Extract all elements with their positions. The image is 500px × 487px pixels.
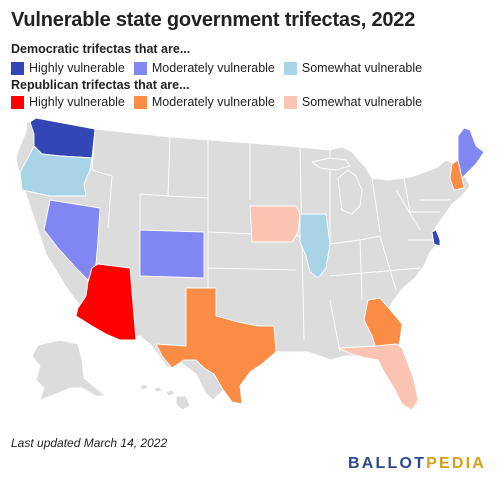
state-texas bbox=[155, 287, 277, 405]
legend-heading-democratic: Democratic trifectas that are... bbox=[11, 42, 191, 56]
state-maine bbox=[457, 127, 485, 179]
legend-item-rep-highly: Highly vulnerable bbox=[11, 95, 125, 109]
legend-label: Highly vulnerable bbox=[29, 61, 125, 75]
ballotpedia-logo: BALLOTPEDIA bbox=[348, 455, 486, 473]
legend-label: Moderately vulnerable bbox=[151, 95, 275, 109]
state-michigan-upper bbox=[311, 157, 351, 171]
state-hawaii bbox=[139, 383, 191, 411]
legend-heading-republican: Republican trifectas that are... bbox=[11, 78, 190, 92]
state-illinois bbox=[299, 213, 331, 279]
us-map bbox=[0, 117, 500, 423]
legend-label: Somewhat vulnerable bbox=[301, 61, 423, 75]
legend-swatch bbox=[283, 61, 297, 75]
highlighted-states bbox=[19, 117, 485, 411]
legend-label: Moderately vulnerable bbox=[151, 61, 275, 75]
last-updated-text: Last updated March 14, 2022 bbox=[11, 436, 168, 450]
legend-republican: Highly vulnerable Moderately vulnerable … bbox=[11, 95, 431, 109]
state-oregon bbox=[19, 145, 93, 197]
legend-item-dem-highly: Highly vulnerable bbox=[11, 61, 125, 75]
legend-item-dem-moderately: Moderately vulnerable bbox=[133, 61, 275, 75]
state-florida bbox=[337, 343, 419, 411]
state-colorado bbox=[139, 229, 205, 279]
legend-swatch bbox=[283, 95, 297, 109]
legend-democratic: Highly vulnerable Moderately vulnerable … bbox=[11, 61, 431, 75]
legend-item-dem-somewhat: Somewhat vulnerable bbox=[283, 61, 423, 75]
us-map-svg bbox=[15, 117, 485, 411]
legend-swatch bbox=[11, 61, 24, 75]
legend-swatch bbox=[11, 95, 24, 109]
legend-item-rep-moderately: Moderately vulnerable bbox=[133, 95, 275, 109]
state-arizona bbox=[75, 263, 137, 341]
state-iowa bbox=[249, 205, 301, 243]
state-delaware bbox=[431, 229, 441, 247]
brand-accent: PEDIA bbox=[426, 455, 486, 472]
state-alaska bbox=[31, 339, 107, 401]
legend-label: Somewhat vulnerable bbox=[301, 95, 423, 109]
brand-main: BALLOT bbox=[348, 455, 427, 472]
legend-swatch bbox=[133, 95, 147, 109]
legend-item-rep-somewhat: Somewhat vulnerable bbox=[283, 95, 423, 109]
state-nevada bbox=[43, 199, 101, 281]
default-states bbox=[15, 121, 471, 411]
chart-title: Vulnerable state government trifectas, 2… bbox=[11, 9, 416, 31]
state-georgia bbox=[363, 297, 403, 349]
state-michigan bbox=[337, 169, 363, 215]
legend-swatch bbox=[133, 61, 147, 75]
legend-label: Highly vulnerable bbox=[29, 95, 125, 109]
